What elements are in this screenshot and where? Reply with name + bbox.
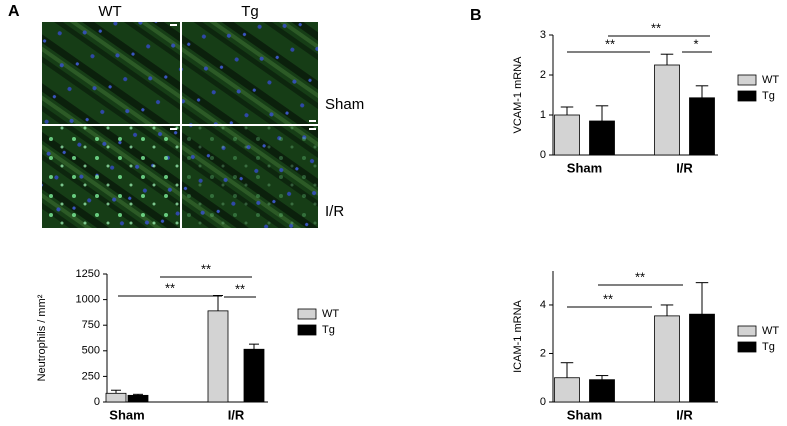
x-tick-label: Sham (109, 407, 144, 422)
significance-label: ** (605, 36, 615, 51)
significance-label: ** (635, 269, 645, 284)
bar (127, 394, 149, 403)
bar (554, 114, 580, 156)
column-label: WT (98, 3, 121, 20)
significance-label: ** (603, 291, 613, 306)
y-tick-label: 1000 (76, 294, 100, 306)
legend-swatch (297, 324, 317, 336)
bar (105, 392, 127, 403)
bar (243, 348, 265, 403)
bar (554, 377, 580, 403)
y-axis-label: Neutrophils / mm² (36, 294, 48, 381)
legend-label: WT (762, 325, 779, 337)
legend-swatch (737, 90, 757, 102)
legend-label: Tg (322, 324, 335, 336)
y-tick-label: 0 (94, 396, 100, 408)
y-tick-label: 1 (540, 109, 546, 121)
y-axis-label: VCAM-1 mRNA (512, 56, 524, 134)
x-tick-label: I/R (228, 407, 245, 422)
significance-label: ** (235, 281, 245, 296)
significance-label: ** (165, 280, 175, 295)
y-tick-label: 1250 (76, 268, 100, 280)
y-tick-label: 0 (540, 396, 546, 408)
legend-label: WT (322, 308, 339, 320)
row-label: Sham (325, 96, 364, 113)
significance-label: * (693, 36, 698, 51)
y-tick-label: 750 (82, 319, 100, 331)
image-tg-ir-spots (182, 126, 318, 228)
scale-bar (309, 120, 316, 122)
significance-label: ** (651, 20, 661, 35)
image-tg-sham (182, 22, 318, 124)
image-wt-ir-spots (42, 126, 180, 228)
scale-bar (170, 24, 177, 26)
image-wt-sham (42, 22, 180, 124)
y-tick-label: 0 (540, 149, 546, 161)
row-label: I/R (325, 203, 344, 220)
legend-swatch (737, 74, 757, 86)
bar (654, 315, 680, 403)
y-tick-label: 3 (540, 29, 546, 41)
x-tick-label: I/R (676, 407, 693, 422)
panel-label: A (8, 3, 20, 20)
bar (589, 120, 615, 156)
legend-swatch (297, 308, 317, 320)
scale-bar (170, 128, 177, 130)
legend-label: Tg (762, 90, 775, 102)
legend-label: Tg (762, 341, 775, 353)
micrographs (42, 22, 318, 228)
column-label: Tg (241, 3, 259, 20)
y-tick-label: 250 (82, 370, 100, 382)
bar (689, 97, 715, 156)
x-tick-label: Sham (567, 160, 602, 175)
panel-label: B (470, 7, 482, 24)
y-tick-label: 500 (82, 345, 100, 357)
bar (207, 310, 229, 403)
bar (689, 313, 715, 403)
legend-swatch (737, 341, 757, 353)
bar (654, 64, 680, 156)
legend-label: WT (762, 74, 779, 86)
y-tick-label: 2 (540, 69, 546, 81)
bar (589, 379, 615, 403)
y-tick-label: 2 (540, 347, 546, 359)
y-tick-label: 4 (540, 299, 546, 311)
y-axis-label: ICAM-1 mRNA (512, 299, 524, 372)
significance-label: ** (201, 261, 211, 276)
scale-bar (309, 128, 316, 130)
legend-swatch (737, 325, 757, 337)
x-tick-label: Sham (567, 407, 602, 422)
x-tick-label: I/R (676, 160, 693, 175)
